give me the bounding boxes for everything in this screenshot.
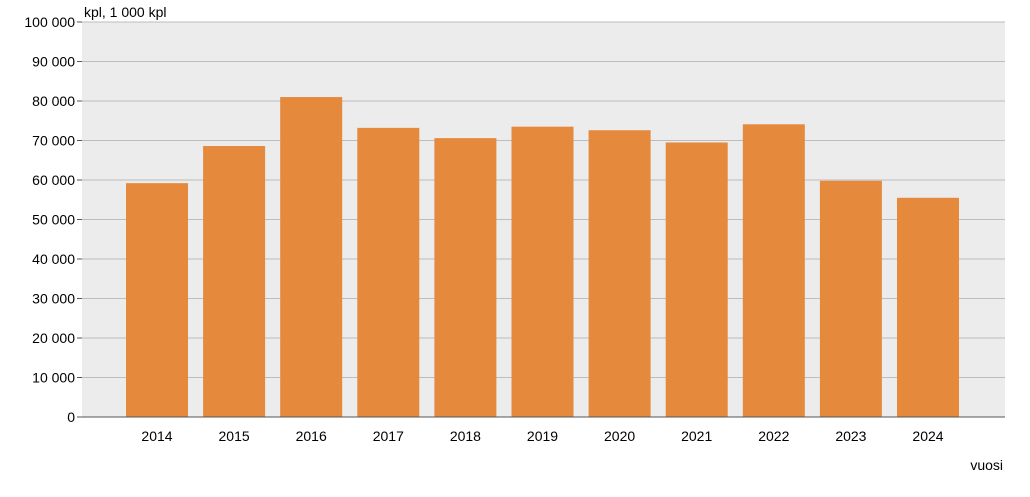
y-tick-label: 70 000 — [32, 133, 75, 149]
y-tick-label: 0 — [67, 409, 75, 425]
y-tick-label: 20 000 — [32, 330, 75, 346]
y-tick-label: 40 000 — [32, 251, 75, 267]
bar-2022 — [742, 124, 805, 418]
bar-2018 — [434, 138, 497, 417]
x-tick-label: 2020 — [604, 428, 635, 444]
x-axis-ticks: 2014 2015 2016 2017 2018 2019 2020 2021 2022 2023… — [141, 428, 943, 444]
bars — [126, 97, 959, 418]
bar-2017 — [357, 127, 420, 418]
bar-2024 — [897, 197, 959, 417]
y-tick-label: 80 000 — [32, 93, 75, 109]
x-tick-label: 2024 — [912, 428, 943, 444]
bar-2023 — [819, 180, 882, 417]
x-tick-label: 2015 — [219, 428, 250, 444]
x-tick-label: 2018 — [450, 428, 481, 444]
x-tick-label: 2016 — [296, 428, 327, 444]
bar-2014 — [126, 183, 188, 417]
bar-2019 — [511, 126, 574, 418]
x-tick-label: 2019 — [527, 428, 558, 444]
y-axis-ticks: 0 10 000 20 000 30 000 40 000 50 000 60 000 70 … — [24, 14, 82, 425]
x-tick-label: 2023 — [835, 428, 866, 444]
y-tick-label: 30 000 — [32, 291, 75, 307]
y-tick-label: 100 000 — [24, 14, 75, 30]
y-tick-label: 60 000 — [32, 172, 75, 188]
y-tick-label: 90 000 — [32, 54, 75, 70]
y-axis-label: kpl, 1 000 kpl — [84, 4, 167, 20]
bar-2015 — [203, 146, 266, 417]
x-axis-label: vuosi — [970, 457, 1003, 473]
x-tick-label: 2017 — [373, 428, 404, 444]
y-tick-label: 10 000 — [32, 370, 75, 386]
x-tick-label: 2021 — [681, 428, 712, 444]
x-tick-label: 2022 — [758, 428, 789, 444]
x-tick-label: 2014 — [141, 428, 172, 444]
bar-2016 — [280, 97, 343, 418]
y-tick-label: 50 000 — [32, 212, 75, 228]
bar-2021 — [665, 142, 728, 417]
bar-2020 — [588, 130, 651, 418]
